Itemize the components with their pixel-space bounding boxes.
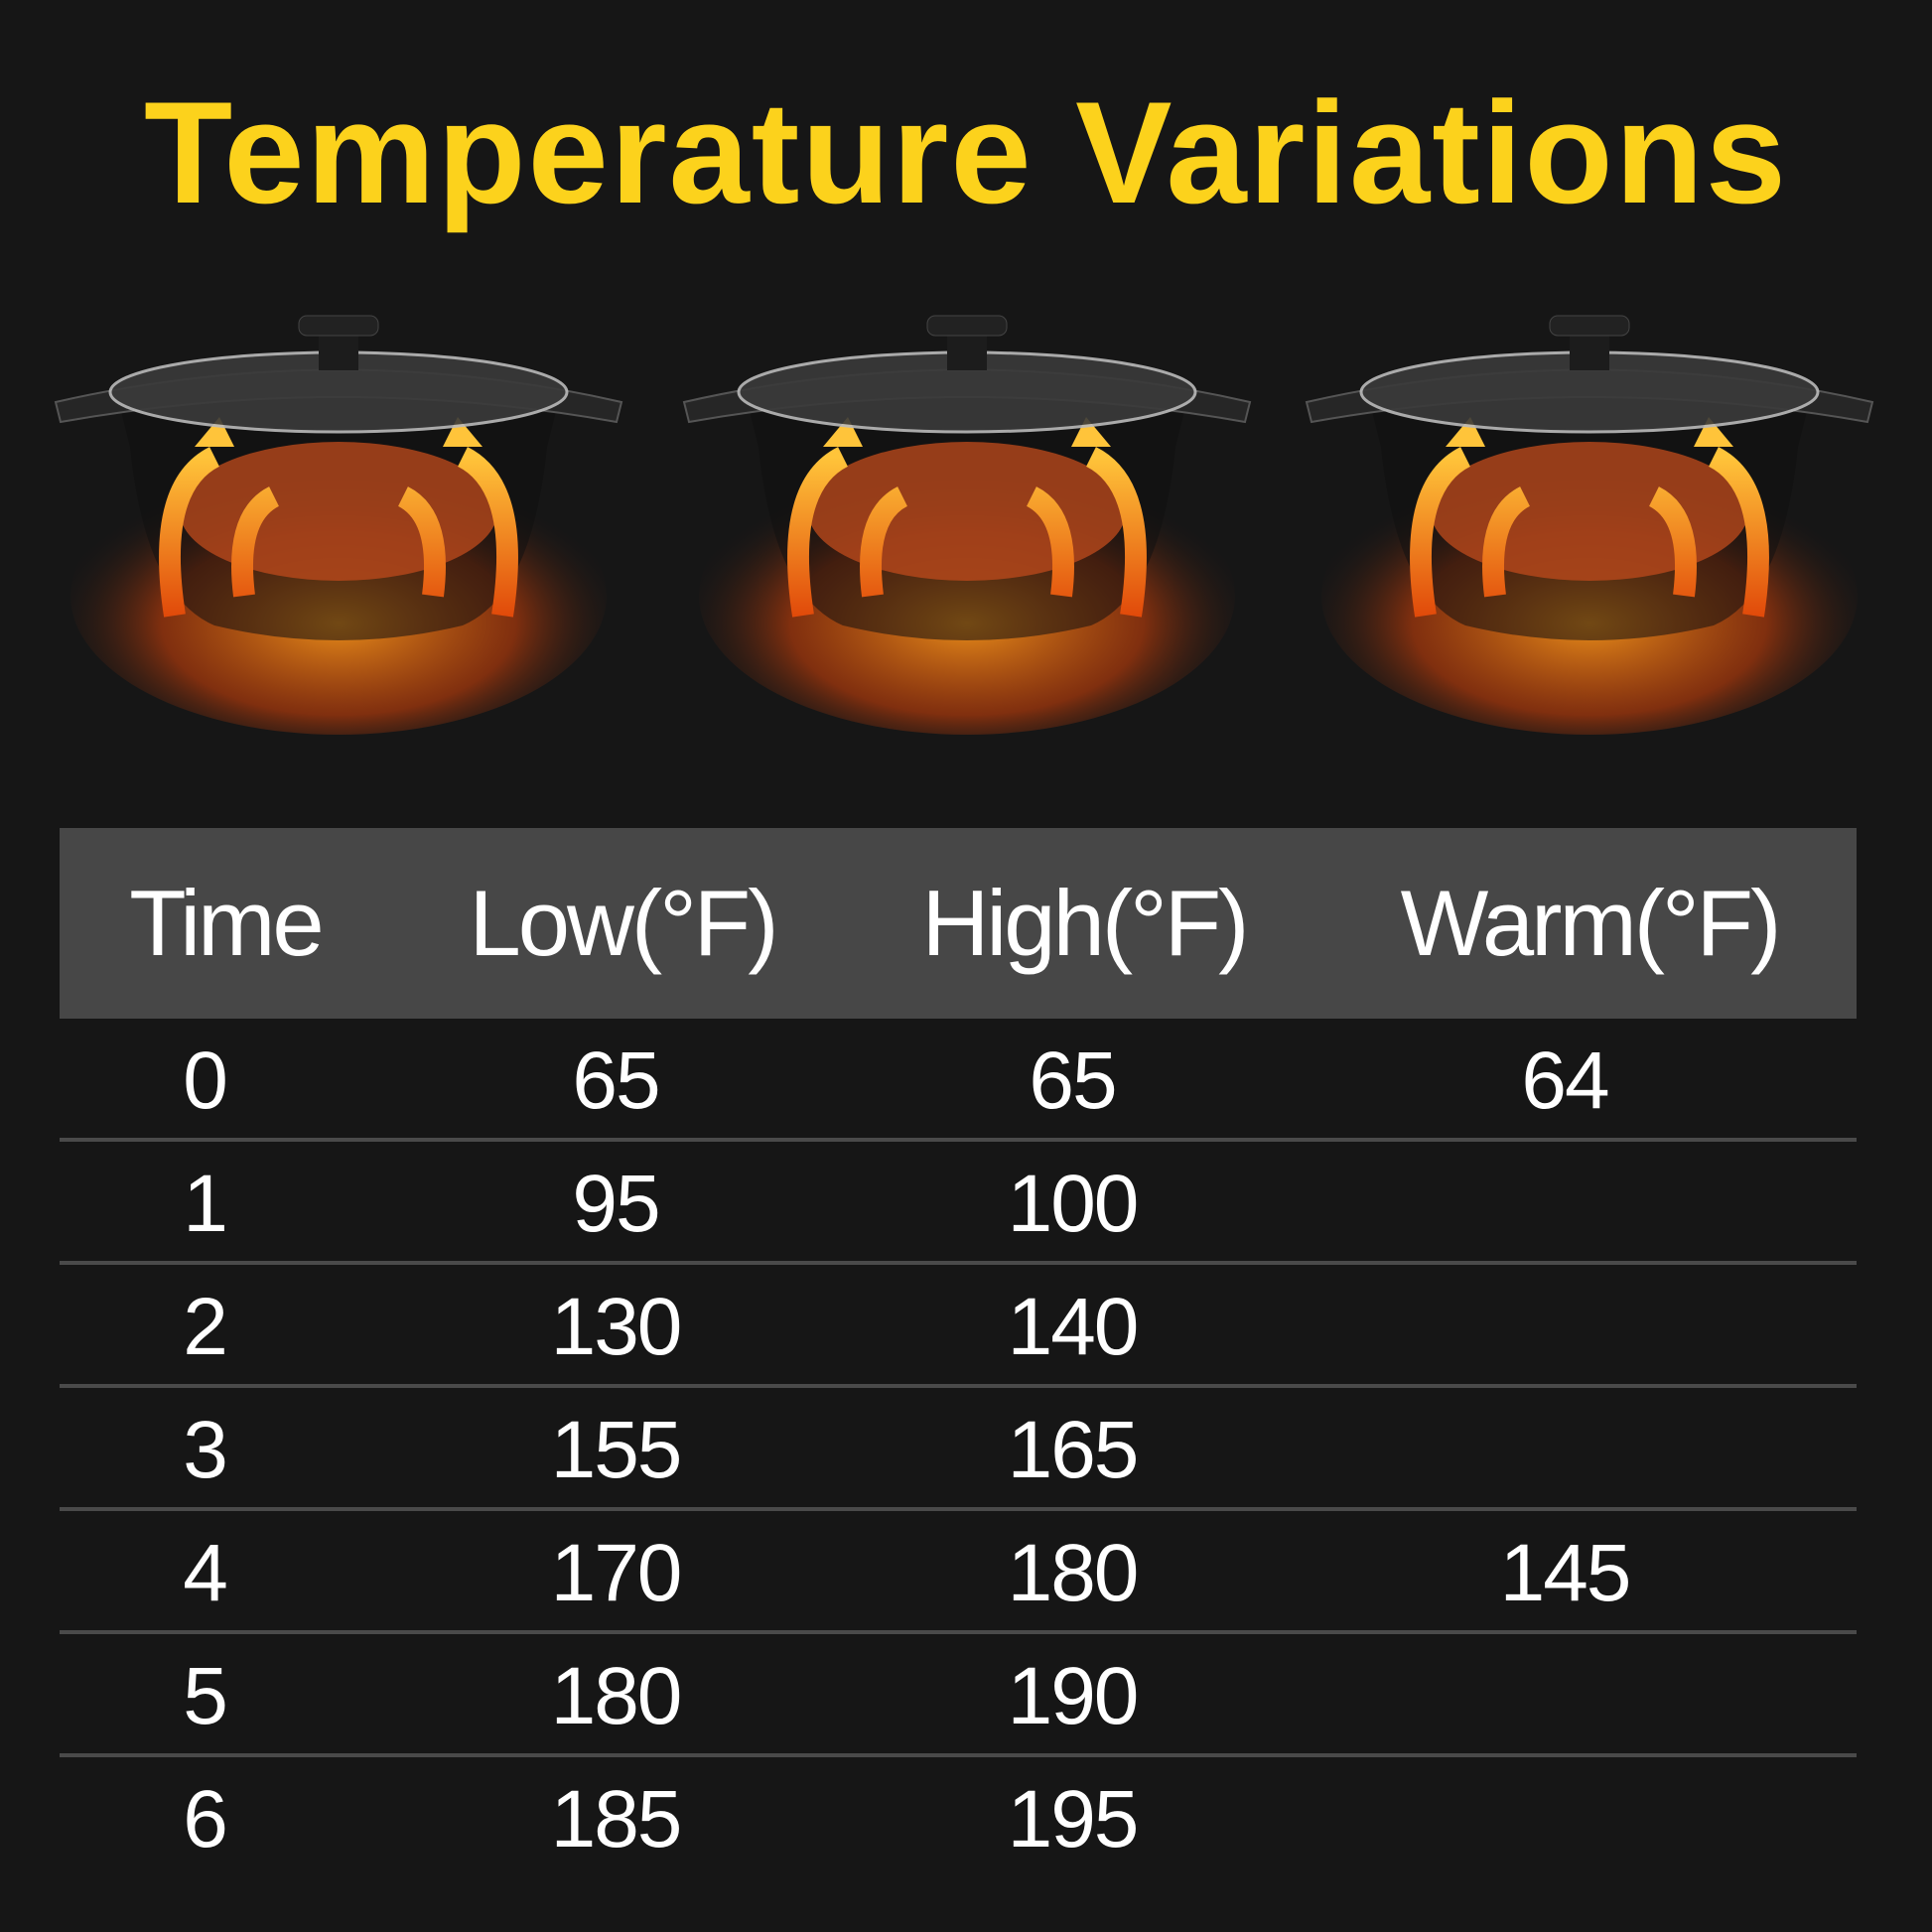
page-title: Temperature Variations <box>144 71 1788 233</box>
slow-cooker-illustration <box>1297 298 1882 735</box>
table-cell: 65 <box>572 1035 660 1126</box>
table-cell: 145 <box>1499 1528 1632 1618</box>
table-cell: 5 <box>183 1651 228 1741</box>
table-cell: 180 <box>1007 1528 1140 1618</box>
slow-cooker-illustration <box>674 298 1260 735</box>
table-cell: 155 <box>550 1405 683 1495</box>
table-row: 4 170 180 145 <box>60 1511 1857 1634</box>
table-cell: 64 <box>1521 1035 1609 1126</box>
table-row: 0 65 65 64 <box>60 1019 1857 1142</box>
table-row: 2 130 140 <box>60 1265 1857 1388</box>
table-row: 3 155 165 <box>60 1388 1857 1511</box>
table-cell: 190 <box>1007 1651 1140 1741</box>
slow-cooker-illustration <box>46 298 631 735</box>
table-cell: 130 <box>550 1282 683 1372</box>
column-header: Low(°F) <box>469 871 778 975</box>
table-row: 6 185 195 <box>60 1757 1857 1876</box>
table-cell: 1 <box>183 1159 228 1249</box>
table-row: 5 180 190 <box>60 1634 1857 1757</box>
table-cell: 195 <box>1007 1774 1140 1864</box>
column-header: High(°F) <box>921 871 1250 975</box>
table-cell: 95 <box>572 1159 660 1249</box>
table-cell: 3 <box>183 1405 228 1495</box>
table-cell: 100 <box>1007 1159 1140 1249</box>
column-header: Warm(°F) <box>1400 871 1782 975</box>
table-cell: 165 <box>1007 1405 1140 1495</box>
table-cell: 185 <box>550 1774 683 1864</box>
table-cell: 180 <box>550 1651 683 1741</box>
column-header: Time <box>129 871 324 975</box>
table-cell: 2 <box>183 1282 228 1372</box>
table-row: 1 95 100 <box>60 1142 1857 1265</box>
table-cell: 0 <box>183 1035 228 1126</box>
table-cell: 65 <box>1029 1035 1117 1126</box>
table-cell: 6 <box>183 1774 228 1864</box>
table-cell: 140 <box>1007 1282 1140 1372</box>
table-cell: 170 <box>550 1528 683 1618</box>
temperature-table: Time Low(°F) High(°F) Warm(°F) 0 65 65 64 1 95 10… <box>60 828 1857 1876</box>
table-cell: 4 <box>183 1528 228 1618</box>
table-header: Time Low(°F) High(°F) Warm(°F) <box>60 828 1857 1019</box>
